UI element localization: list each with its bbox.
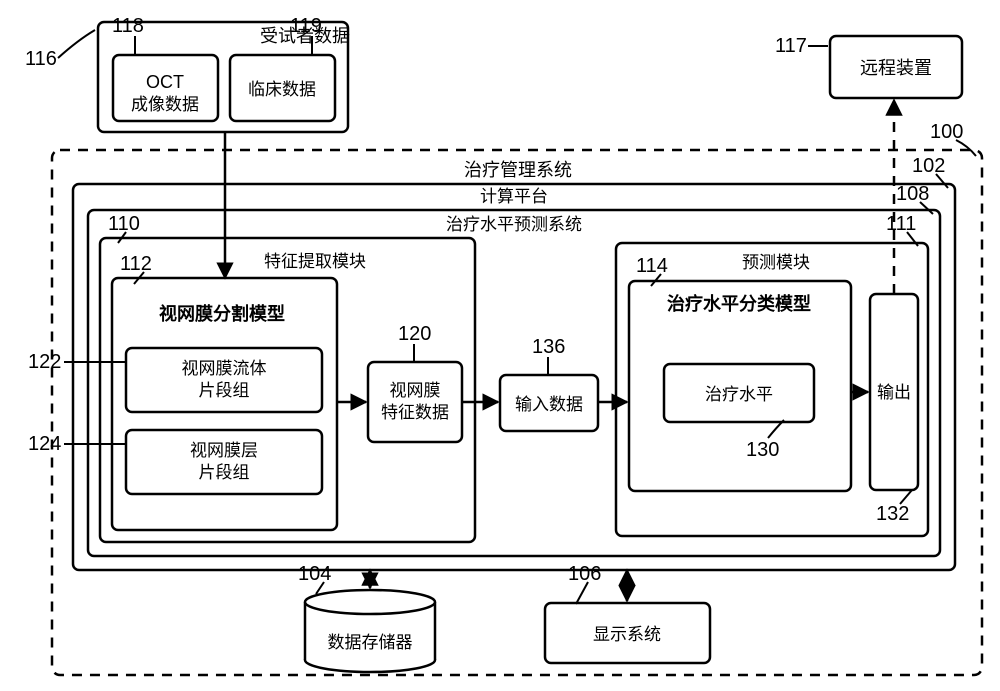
layer-l1: 视网膜层 bbox=[190, 441, 258, 460]
datastore-label: 数据存储器 bbox=[328, 633, 413, 652]
display-label: 显示系统 bbox=[593, 625, 661, 644]
ref-106: 106 bbox=[568, 563, 601, 585]
pred-mod-label: 预测模块 bbox=[742, 253, 810, 272]
ref-114: 114 bbox=[636, 255, 668, 277]
diagram-canvas: 受试者数据 OCT 成像数据 临床数据 116 118 119 远程装置 117… bbox=[0, 0, 1000, 691]
layer-l2: 片段组 bbox=[199, 463, 250, 482]
ref-100: 100 bbox=[930, 121, 963, 143]
retina-feat-l1: 视网膜 bbox=[390, 381, 441, 400]
ref-110: 110 bbox=[108, 213, 140, 235]
tlps-label: 治疗水平预测系统 bbox=[446, 215, 582, 234]
ref-118: 118 bbox=[112, 15, 144, 37]
ref-116: 116 bbox=[25, 48, 57, 70]
subject-data-group: 受试者数据 OCT 成像数据 临床数据 116 118 119 bbox=[25, 15, 350, 132]
layer-seg-box bbox=[126, 430, 322, 494]
retina-seg-label: 视网膜分割模型 bbox=[159, 303, 285, 324]
platform-label: 计算平台 bbox=[480, 187, 548, 206]
ref-132: 132 bbox=[876, 503, 909, 525]
ref-130: 130 bbox=[746, 439, 779, 461]
ref-120: 120 bbox=[398, 323, 431, 345]
ref-124: 124 bbox=[28, 433, 61, 455]
retina-feat-l2: 特征数据 bbox=[381, 403, 449, 422]
datastore-cylinder: 数据存储器 bbox=[305, 590, 435, 672]
remote-device: 远程装置 117 bbox=[775, 35, 962, 98]
ref-119: 119 bbox=[290, 15, 322, 37]
ref-117: 117 bbox=[775, 35, 807, 57]
retina-feat-box bbox=[368, 362, 462, 442]
ref-136: 136 bbox=[532, 336, 565, 358]
ref-104: 104 bbox=[298, 563, 331, 585]
feat-mod-label: 特征提取模块 bbox=[264, 252, 366, 271]
oct-line2: 成像数据 bbox=[131, 95, 199, 114]
ref-122: 122 bbox=[28, 351, 61, 373]
fluid-seg-box bbox=[126, 348, 322, 412]
oct-line1: OCT bbox=[146, 72, 184, 92]
input-data-label: 输入数据 bbox=[515, 395, 583, 414]
ref-108: 108 bbox=[896, 183, 929, 205]
output-label: 输出 bbox=[877, 383, 911, 402]
fluid-l1: 视网膜流体 bbox=[182, 359, 267, 378]
remote-label: 远程装置 bbox=[860, 58, 932, 78]
ref-111: 111 bbox=[886, 213, 916, 235]
ref-102: 102 bbox=[912, 155, 945, 177]
ref-112: 112 bbox=[120, 253, 152, 275]
fluid-l2: 片段组 bbox=[199, 381, 250, 400]
clinical-label: 临床数据 bbox=[248, 80, 316, 99]
tlevel-label: 治疗水平 bbox=[705, 385, 773, 404]
tms-label: 治疗管理系统 bbox=[464, 160, 572, 180]
tlcm-label: 治疗水平分类模型 bbox=[667, 293, 811, 314]
